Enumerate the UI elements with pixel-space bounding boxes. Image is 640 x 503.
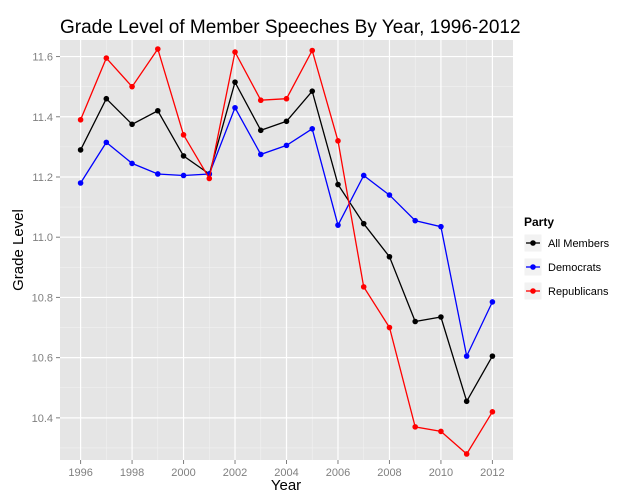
data-point-all-members <box>257 127 264 134</box>
x-tick-label: 1998 <box>120 467 144 479</box>
data-point-republicans <box>489 409 496 415</box>
data-point-democrats <box>77 180 84 186</box>
series-layer <box>77 46 496 457</box>
major-gridlines <box>60 40 513 460</box>
x-tick-label: 2000 <box>171 467 195 479</box>
data-point-republicans <box>438 428 444 435</box>
data-point-democrats <box>360 172 367 179</box>
data-point-democrats <box>103 139 110 146</box>
data-point-republicans <box>103 55 110 61</box>
x-tick-label: 2012 <box>480 467 504 479</box>
data-point-all-members <box>412 318 418 325</box>
data-point-democrats <box>232 104 238 111</box>
data-point-democrats <box>412 217 418 224</box>
data-point-all-members <box>155 107 161 114</box>
data-point-republicans <box>386 324 393 331</box>
data-point-all-members <box>438 314 444 320</box>
legend-label-republicans: Republicans <box>548 286 609 298</box>
chart-title: Grade Level of Member Speeches By Year, … <box>60 17 521 38</box>
data-point-all-members <box>103 95 110 102</box>
data-point-democrats <box>129 160 135 167</box>
data-point-all-members <box>489 353 496 359</box>
data-point-democrats <box>309 126 316 132</box>
data-point-republicans <box>283 95 290 102</box>
x-tick-label: 2004 <box>274 467 298 479</box>
data-point-republicans <box>335 138 341 144</box>
x-tick-label: 2008 <box>377 467 401 479</box>
data-point-all-members <box>309 88 316 94</box>
x-tick-label: 2010 <box>429 467 453 479</box>
data-point-republicans <box>360 284 367 290</box>
data-point-republicans <box>180 132 187 138</box>
axis-ticks: 10.4 10.6 10.8 11.0 11.2 11.4 11.6 1996 1998 2000… <box>32 52 505 479</box>
data-point-republicans <box>232 49 238 55</box>
data-point-all-members <box>283 118 290 125</box>
data-point-republicans <box>206 175 213 182</box>
data-point-democrats <box>155 171 161 177</box>
legend-label-democrats: Democrats <box>548 262 602 274</box>
data-point-republicans <box>412 424 418 430</box>
data-point-republicans <box>463 451 470 457</box>
data-point-all-members <box>129 121 135 128</box>
y-axis-label: Grade Level <box>10 209 27 291</box>
legend-marker-all-members <box>530 240 536 246</box>
data-point-republicans <box>155 46 161 52</box>
data-point-republicans <box>257 97 264 104</box>
x-tick-label: 1996 <box>68 467 92 479</box>
data-point-democrats <box>463 353 470 359</box>
data-point-democrats <box>489 299 496 305</box>
data-point-democrats <box>335 222 341 228</box>
legend: Party All Members Democrats Republicans <box>523 215 610 301</box>
data-point-all-members <box>463 398 470 405</box>
y-tick-label: 11.4 <box>32 112 53 124</box>
x-tick-label: 2002 <box>223 467 247 479</box>
legend-label-all-members: All Members <box>548 238 610 250</box>
data-point-all-members <box>386 253 393 260</box>
legend-title: Party <box>524 215 554 229</box>
legend-marker-republicans <box>530 288 536 294</box>
data-point-republicans <box>309 47 316 54</box>
y-tick-label: 10.4 <box>32 413 53 425</box>
data-point-all-members <box>232 79 238 85</box>
legend-marker-democrats <box>530 264 536 270</box>
data-point-republicans <box>77 116 84 123</box>
x-axis-label: Year <box>271 477 301 494</box>
y-tick-label: 11.2 <box>32 172 53 184</box>
y-tick-label: 10.6 <box>32 353 53 365</box>
data-point-democrats <box>386 192 393 198</box>
data-point-all-members <box>335 181 341 188</box>
y-tick-label: 11.0 <box>32 232 53 244</box>
data-point-democrats <box>180 172 187 179</box>
data-point-republicans <box>129 83 135 90</box>
data-point-all-members <box>360 220 367 227</box>
data-point-all-members <box>180 153 187 159</box>
data-point-democrats <box>438 223 444 230</box>
data-point-all-members <box>77 147 84 153</box>
y-tick-label: 11.6 <box>32 52 53 64</box>
y-tick-label: 10.8 <box>32 292 53 304</box>
data-point-democrats <box>283 142 290 149</box>
data-point-democrats <box>257 151 264 158</box>
x-tick-label: 2006 <box>326 467 350 479</box>
